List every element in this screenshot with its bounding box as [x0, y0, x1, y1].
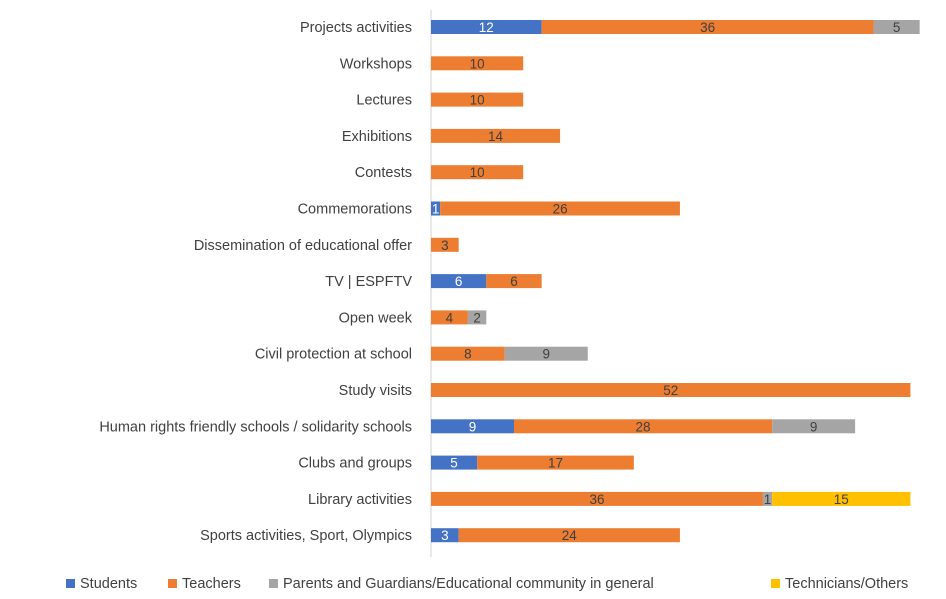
data-label: 14 [488, 129, 504, 144]
category-label: Civil protection at school [255, 347, 412, 363]
data-label: 12 [479, 20, 494, 35]
bar-segment [431, 528, 459, 543]
category-label: Contests [355, 165, 412, 181]
bar-segment [440, 201, 680, 216]
legend-swatch [168, 579, 177, 588]
bar-segment [431, 237, 459, 252]
bar-segment [541, 20, 874, 34]
bar-segment [431, 310, 468, 325]
legend-swatch [269, 579, 278, 588]
data-label: 8 [464, 347, 472, 362]
bar-segment [431, 383, 911, 397]
category-label: Lectures [356, 93, 412, 109]
data-label: 2 [473, 310, 481, 325]
data-label: 4 [446, 310, 454, 325]
data-label: 28 [636, 419, 651, 434]
category-label: TV | ESPFTV [325, 274, 412, 290]
data-label: 1 [432, 202, 440, 217]
legend-entry: Technicians/Others [785, 576, 908, 592]
category-label: Projects activities [300, 20, 412, 36]
category-axis: Projects activities Workshops Lectures Exhi… [99, 10, 432, 557]
bar-segment [431, 419, 514, 434]
bar-segment [431, 455, 478, 470]
data-label: 3 [441, 238, 449, 253]
category-label: Exhibitions [342, 129, 412, 145]
bars [431, 20, 920, 543]
legend: Students Teachers Parents and Guardians/Ed… [66, 576, 908, 592]
data-label: 9 [469, 419, 477, 434]
data-label: 9 [542, 347, 550, 362]
legend-entry: Parents and Guardians/Educational commun… [283, 576, 654, 592]
category-label: Study visits [339, 383, 412, 399]
data-label: 6 [455, 274, 463, 289]
legend-swatch [66, 579, 75, 588]
data-label: 3 [441, 528, 449, 543]
bar-segment [431, 346, 505, 361]
data-label: 6 [510, 274, 518, 289]
bar-segment [431, 201, 441, 216]
category-label: Library activities [308, 492, 412, 508]
bar-segment [431, 56, 524, 71]
bar-segment [458, 528, 680, 543]
category-label: Clubs and groups [298, 456, 412, 472]
bar-segment [477, 455, 634, 470]
bar-segment [431, 92, 524, 107]
data-label: 36 [589, 492, 604, 507]
data-label: 10 [470, 165, 485, 180]
category-label: Human rights friendly schools / solidari… [99, 419, 412, 435]
bar-segment [772, 419, 856, 434]
bar-segment [431, 274, 487, 289]
legend-swatch [771, 579, 780, 588]
category-label: Dissemination of educational offer [194, 238, 412, 254]
bar-segment [873, 20, 920, 34]
data-label: 15 [834, 492, 849, 507]
data-label: 52 [663, 383, 678, 398]
bar-segment [513, 419, 773, 434]
legend-entry: Teachers [182, 576, 241, 592]
category-label: Commemorations [298, 202, 412, 218]
bar-segment [486, 274, 542, 289]
category-label: Open week [339, 310, 413, 326]
data-label: 1 [764, 492, 772, 507]
category-label: Sports activities, Sport, Olympics [200, 528, 412, 544]
data-label: 17 [548, 456, 563, 471]
data-label: 5 [893, 20, 901, 35]
data-label: 36 [700, 20, 715, 35]
category-label: Workshops [340, 56, 412, 72]
data-label: 10 [470, 93, 485, 108]
data-label: 24 [562, 528, 578, 543]
bar-segment [431, 165, 524, 180]
bar-segment [431, 128, 561, 143]
bar-segment [504, 346, 588, 361]
bar-segment [431, 20, 542, 34]
data-label: 5 [450, 456, 458, 471]
bar-segment [467, 310, 487, 325]
legend-entry: Students [80, 576, 137, 592]
bar-segment [431, 491, 763, 506]
data-label: 9 [810, 419, 818, 434]
data-label: 26 [553, 202, 568, 217]
bar-segment [772, 491, 911, 506]
data-label: 10 [470, 56, 485, 71]
bar-segment [762, 491, 773, 506]
